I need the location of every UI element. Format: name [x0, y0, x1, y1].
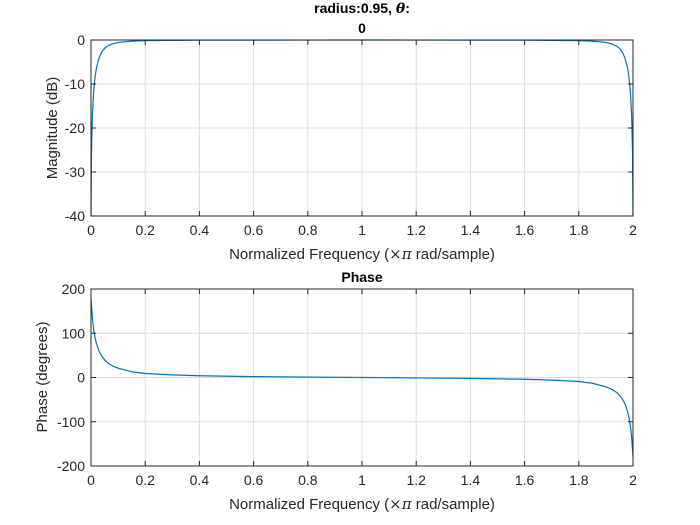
mag-ytick-label-0: -40 — [65, 208, 85, 224]
phase-ticks: 0 0.2 0.4 0.6 0.8 1 1.2 1.4 1.6 1.8 2 -200 -100 0 100 2… — [57, 281, 637, 488]
magnitude-xlabel: Normalized Frequency (×π rad/sample) — [229, 245, 495, 263]
phase-xtick-label-9: 1.8 — [569, 472, 589, 488]
mag-ytick-label-4: 0 — [77, 32, 85, 48]
phase-xtick-label-7: 1.4 — [461, 472, 481, 488]
mag-xtick-label-7: 1.4 — [461, 222, 481, 238]
mag-xtick-label-9: 1.8 — [569, 222, 589, 238]
mag-xtick-label-2: 0.4 — [190, 222, 210, 238]
phase-xtick-label-6: 1.2 — [406, 472, 426, 488]
phase-series-line-0 — [90, 297, 634, 458]
phase-ytick-label-0: -200 — [57, 458, 85, 474]
phase-ytick-label-2: 0 — [77, 370, 85, 386]
phase-series — [90, 297, 634, 458]
mag-ytick-label-3: -10 — [65, 76, 85, 92]
phase-axes: 0 0.2 0.4 0.6 0.8 1 1.2 1.4 1.6 1.8 2 -200 -100 0 100 2… — [34, 269, 637, 513]
mag-xtick-label-0: 0 — [87, 222, 95, 238]
mag-xtick-label-10: 2 — [629, 222, 637, 238]
mag-xtick-label-3: 0.6 — [244, 222, 264, 238]
mag-ytick-label-1: -30 — [65, 164, 85, 180]
magnitude-grid — [91, 40, 633, 216]
phase-grid — [91, 289, 633, 466]
phase-xtick-label-8: 1.6 — [515, 472, 535, 488]
phase-xtick-label-2: 0.4 — [190, 472, 210, 488]
mag-xtick-label-5: 1 — [358, 222, 366, 238]
magnitude-title-line1: radius:0.95, θ: — [314, 0, 410, 17]
phase-ylabel: Phase (degrees) — [34, 322, 51, 433]
phase-title: Phase — [341, 269, 382, 285]
phase-xtick-label-0: 0 — [87, 472, 95, 488]
phase-ytick-label-4: 200 — [62, 281, 86, 297]
magnitude-ylabel: Magnitude (dB) — [44, 77, 61, 180]
mag-xtick-label-1: 0.2 — [135, 222, 155, 238]
magnitude-ticks: 0 0.2 0.4 0.6 0.8 1 1.2 1.4 1.6 1.8 2 -40 -30 -20 -10 0 — [65, 32, 637, 238]
magnitude-title-line2: 0 — [358, 20, 366, 36]
phase-xtick-label-1: 0.2 — [135, 472, 155, 488]
mag-xtick-label-6: 1.2 — [406, 222, 426, 238]
phase-xtick-label-5: 1 — [358, 472, 366, 488]
magnitude-axes: 0 0.2 0.4 0.6 0.8 1 1.2 1.4 1.6 1.8 2-40-30-20-100… — [44, 0, 637, 263]
phase-ytick-label-1: -100 — [57, 414, 85, 430]
mag-xtick-label-8: 1.6 — [515, 222, 535, 238]
phase-ytick-label-3: 100 — [62, 325, 86, 341]
phase-xtick-label-10: 2 — [629, 472, 637, 488]
phase-xtick-label-3: 0.6 — [244, 472, 264, 488]
mag-xtick-label-4: 0.8 — [298, 222, 318, 238]
phase-xtick-label-4: 0.8 — [298, 472, 318, 488]
phase-xlabel: Normalized Frequency (×π rad/sample) — [229, 495, 495, 513]
mag-ytick-label-2: -20 — [65, 120, 85, 136]
